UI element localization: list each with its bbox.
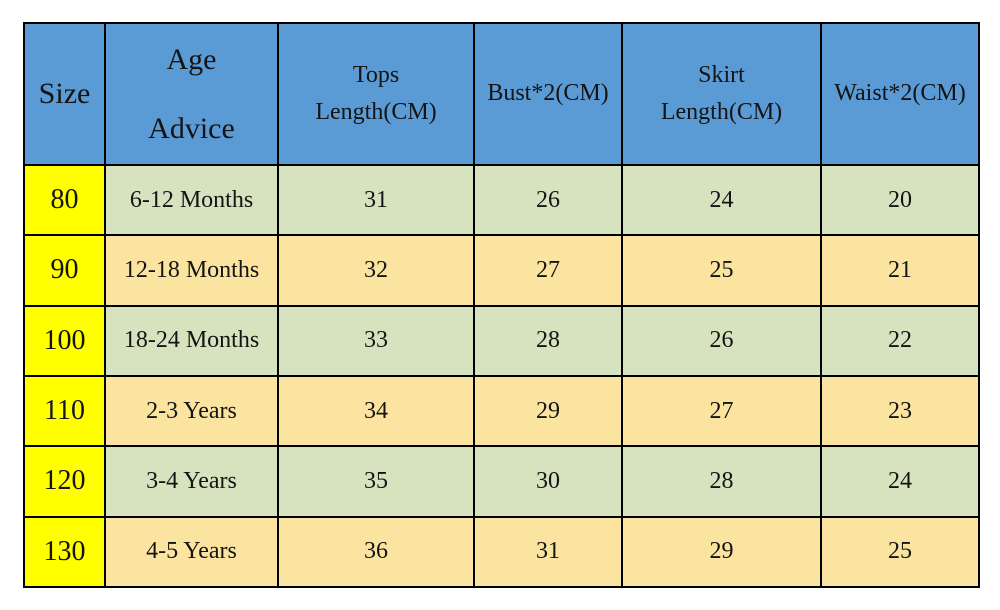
tops-length-cell: 33 (277, 304, 475, 377)
size-chart: Size Age Advice Tops Length(CM) Bust*2(C… (23, 22, 980, 589)
bust-cell: 29 (473, 374, 623, 448)
table-row-size-120: 120 3-4 Years 35 30 28 24 (23, 445, 980, 518)
tops-length-cell: 34 (277, 374, 475, 448)
size-cell: 110 (23, 374, 106, 448)
waist-cell: 25 (820, 515, 980, 589)
tops-length-cell: 35 (277, 445, 475, 518)
age-advice-cell: 2-3 Years (104, 374, 279, 448)
column-header-bust: Bust*2(CM) (473, 22, 623, 166)
skirt-length-cell: 28 (621, 445, 822, 518)
skirt-length-cell: 24 (621, 163, 822, 237)
table-row-size-100: 100 18-24 Months 33 28 26 22 (23, 304, 980, 377)
age-advice-cell: 18-24 Months (104, 304, 279, 377)
bust-cell: 26 (473, 163, 623, 237)
table-row-size-110: 110 2-3 Years 34 29 27 23 (23, 374, 980, 448)
age-advice-cell: 3-4 Years (104, 445, 279, 518)
age-advice-cell: 4-5 Years (104, 515, 279, 589)
bust-cell: 28 (473, 304, 623, 377)
skirt-length-cell: 27 (621, 374, 822, 448)
size-cell: 100 (23, 304, 106, 377)
tops-length-cell: 31 (277, 163, 475, 237)
size-cell: 130 (23, 515, 106, 589)
waist-cell: 20 (820, 163, 980, 237)
column-header-waist: Waist*2(CM) (820, 22, 980, 166)
column-header-age-advice: Age Advice (104, 22, 279, 166)
waist-cell: 22 (820, 304, 980, 377)
column-header-size: Size (23, 22, 106, 166)
bust-cell: 27 (473, 234, 623, 307)
waist-cell: 21 (820, 234, 980, 307)
size-cell: 80 (23, 163, 106, 237)
size-cell: 120 (23, 445, 106, 518)
size-cell: 90 (23, 234, 106, 307)
age-advice-cell: 12-18 Months (104, 234, 279, 307)
column-header-skirt-length: Skirt Length(CM) (621, 22, 822, 166)
tops-length-cell: 32 (277, 234, 475, 307)
skirt-length-cell: 29 (621, 515, 822, 589)
header-row: Size Age Advice Tops Length(CM) Bust*2(C… (23, 22, 980, 166)
column-header-tops-length: Tops Length(CM) (277, 22, 475, 166)
skirt-length-cell: 26 (621, 304, 822, 377)
waist-cell: 23 (820, 374, 980, 448)
bust-cell: 31 (473, 515, 623, 589)
table-row-size-130: 130 4-5 Years 36 31 29 25 (23, 515, 980, 589)
bust-cell: 30 (473, 445, 623, 518)
table-row-size-90: 90 12-18 Months 32 27 25 21 (23, 234, 980, 307)
table-row-size-80: 80 6-12 Months 31 26 24 20 (23, 163, 980, 237)
age-advice-cell: 6-12 Months (104, 163, 279, 237)
skirt-length-cell: 25 (621, 234, 822, 307)
waist-cell: 24 (820, 445, 980, 518)
size-chart-table: Size Age Advice Tops Length(CM) Bust*2(C… (23, 22, 980, 589)
tops-length-cell: 36 (277, 515, 475, 589)
